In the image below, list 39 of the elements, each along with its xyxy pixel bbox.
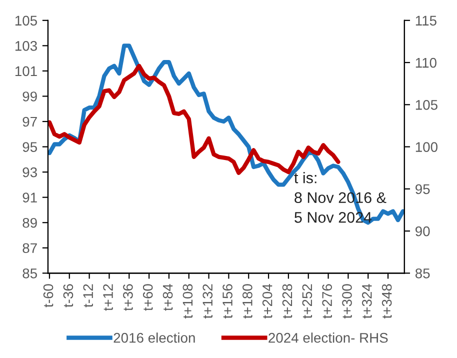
y-tick-label: 95 xyxy=(22,142,37,152)
y-tick-label: 93 xyxy=(22,167,37,178)
x-tick-label: t-36 xyxy=(63,284,74,308)
y-tick-label: 85 xyxy=(22,268,37,278)
x-tick-label: t+180 xyxy=(242,284,252,318)
y2-tick-label: 95 xyxy=(416,184,430,194)
x-tick-label: t+228 xyxy=(282,284,292,318)
y-tick-label: 99 xyxy=(22,92,37,102)
y2-tick-label: 90 xyxy=(416,226,430,236)
x-tick-label: t+204 xyxy=(262,284,272,318)
y-tick-label: 97 xyxy=(22,116,37,127)
x-tick-label: t+252 xyxy=(302,284,312,318)
legend-label: 2016 election xyxy=(114,332,195,343)
x-tick-label: t+108 xyxy=(182,284,193,318)
x-tick-label: t+348 xyxy=(382,284,392,318)
y-tick-label: 103 xyxy=(15,41,37,51)
x-tick-label: t+12 xyxy=(103,284,113,311)
x-tick-label: t+132 xyxy=(202,284,213,318)
x-tick-label: t+36 xyxy=(123,284,133,311)
x-tick-label: t+324 xyxy=(362,284,372,318)
x-tick-label: t+300 xyxy=(342,284,352,318)
y2-tick-label: 85 xyxy=(415,268,430,278)
x-tick-label: t-12 xyxy=(83,284,94,308)
y2-tick-label: 105 xyxy=(416,100,438,110)
y-tick-label: 89 xyxy=(22,218,37,228)
x-tick-label: t+156 xyxy=(222,284,232,318)
x-tick-label: t+276 xyxy=(322,284,332,318)
x-tick-label: t+60 xyxy=(142,284,153,311)
y2-tick-label: 115 xyxy=(416,16,436,26)
legend-label: 2024 election- RHS xyxy=(268,332,388,343)
x-tick-label: t+84 xyxy=(162,284,173,311)
x-tick-label: t-60 xyxy=(43,284,54,308)
y-tick-label: 87 xyxy=(22,243,37,254)
y2-tick-label: 110 xyxy=(416,58,436,68)
y-tick-label: 101 xyxy=(15,66,37,76)
y2-tick-label: 100 xyxy=(416,142,438,152)
line-series xyxy=(48,44,404,225)
y-tick-label: 91 xyxy=(22,192,37,202)
y-tick-label: 105 xyxy=(15,16,37,26)
